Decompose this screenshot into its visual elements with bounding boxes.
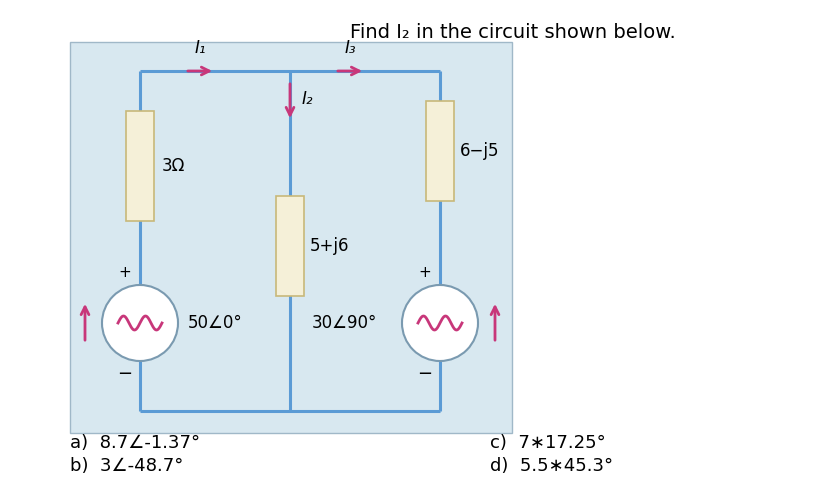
Text: I₃: I₃ — [344, 39, 356, 57]
Bar — [276, 196, 304, 296]
Text: 5+j6: 5+j6 — [310, 237, 349, 255]
Text: 3Ω: 3Ω — [162, 157, 186, 175]
Text: b)  3∠-48.7°: b) 3∠-48.7° — [70, 457, 183, 475]
Text: Find I₂ in the circuit shown below.: Find I₂ in the circuit shown below. — [350, 23, 676, 42]
Text: +: + — [418, 265, 431, 280]
Text: −: − — [117, 365, 132, 383]
Text: a)  8.7∠-1.37°: a) 8.7∠-1.37° — [70, 434, 201, 452]
Text: 30∠90°: 30∠90° — [312, 314, 378, 332]
Text: 50∠0°: 50∠0° — [188, 314, 243, 332]
Text: +: + — [119, 265, 131, 280]
Text: I₂: I₂ — [302, 90, 314, 108]
Text: c)  7∗17.25°: c) 7∗17.25° — [490, 434, 606, 452]
Text: 6−j5: 6−j5 — [460, 142, 499, 160]
Bar — [426, 101, 454, 201]
Bar — [126, 111, 154, 221]
Circle shape — [402, 285, 478, 361]
Text: −: − — [418, 365, 433, 383]
FancyBboxPatch shape — [70, 42, 512, 433]
Circle shape — [102, 285, 178, 361]
Text: I₁: I₁ — [194, 39, 206, 57]
Text: d)  5.5∗45.3°: d) 5.5∗45.3° — [490, 457, 613, 475]
